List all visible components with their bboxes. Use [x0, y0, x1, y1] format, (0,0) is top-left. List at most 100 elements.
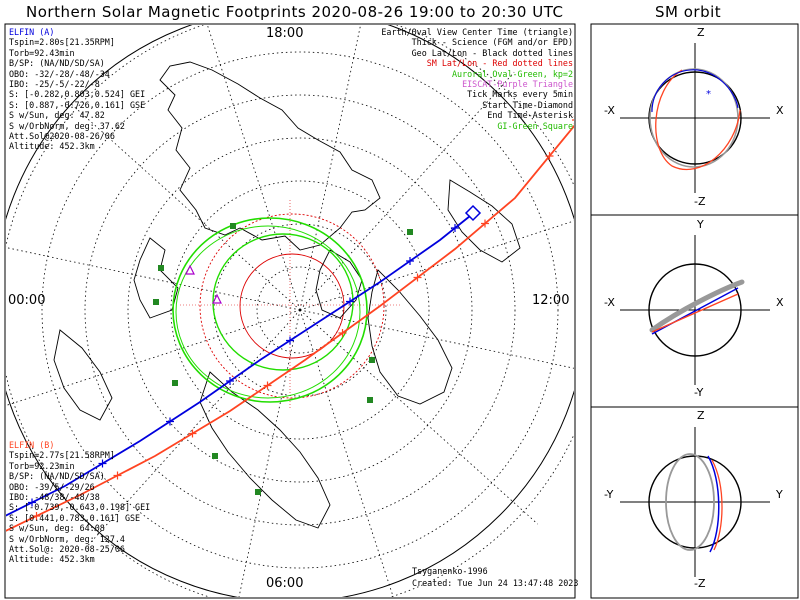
info-line: S w/Sun, deg: 47.82: [9, 110, 105, 121]
info-line: B/SP: (NA/ND/SD/SA): [9, 471, 105, 482]
orbit-ref-path: [665, 453, 715, 551]
coastline: [159, 61, 381, 251]
info-line: Altitude: 452.3km: [9, 141, 95, 152]
info-line: Att.Sol@: 2020-08-25/06: [9, 544, 125, 555]
legend-item: Auroral Oval-Green, kp=2: [451, 68, 573, 79]
orbit-panel-2: [620, 235, 770, 385]
elfin-a-info: ELFIN (A) Tspin=2.80s[21.35RPM] Torb=92.…: [9, 27, 145, 152]
track-tick-mark: [28, 498, 36, 507]
gi-station-square: [255, 489, 261, 495]
orbit-title: SM orbit: [655, 3, 722, 21]
legend-item: SM Lat/Lon - Red dotted lines: [426, 58, 573, 69]
track-tick-mark: [406, 257, 414, 265]
gi-station-square: [212, 453, 218, 459]
geo-latitude-ring: [213, 223, 387, 397]
info-line: Tspin=2.80s[21.35RPM]: [9, 37, 115, 48]
orbit1-top-label: Z: [697, 26, 705, 39]
orbit3-right-label: Y: [776, 488, 783, 501]
coastline: [199, 371, 331, 529]
orbit2-top-label: Y: [697, 218, 704, 231]
info-line: B/SP: (NA/ND/SD/SA): [9, 58, 105, 69]
mlt-label-right: 12:00: [532, 293, 570, 308]
gi-station-square: [172, 380, 178, 386]
track-tick-mark: [413, 273, 422, 282]
track-tick-mark: [166, 417, 174, 426]
orbit-ref-path: [649, 68, 739, 168]
coastline: [53, 329, 113, 421]
orbit1-right-label: X: [776, 104, 784, 117]
info-line: S: [0.887,-0.726,0.161] GSE: [9, 99, 146, 110]
coastline: [447, 179, 521, 263]
sm-orbit-panels: *: [620, 43, 770, 577]
elfin-b-track: [6, 124, 574, 532]
track-tick-mark: [545, 152, 554, 160]
legend-item: Start Time-Diamond: [482, 99, 573, 110]
coastline: [367, 269, 453, 405]
created-stamp: Created: Tue Jun 24 13:47:48 2023: [412, 578, 579, 588]
orbit3-top-label: Z: [697, 409, 705, 422]
coastline: [315, 249, 363, 319]
gi-station-square: [230, 223, 236, 229]
info-line: S w/OrbNorm, deg: 127.4: [9, 533, 125, 544]
gi-station-square: [407, 229, 413, 235]
geo-longitude-line: [238, 309, 301, 597]
geo-longitude-line: [6, 309, 301, 406]
model-credit: Tsyganenko-1996: [412, 566, 488, 576]
orbit-panel-3: [620, 427, 770, 577]
elfin-b-name: ELFIN (B): [9, 440, 55, 450]
map-frame: [4, 23, 576, 599]
info-line: Torb=92.23min: [9, 460, 75, 471]
orbit1-left-label: -X: [604, 104, 615, 117]
legend-item: GI-Green Square: [497, 120, 573, 131]
info-line: OBO: -39/5/-29/26: [9, 481, 95, 492]
geo-longitude-line: [206, 25, 301, 311]
legend-item: Thick - Science (FGM and/or EPD): [411, 37, 573, 48]
orbit2-right-label: X: [776, 296, 784, 309]
start-diamond: [464, 204, 482, 222]
track-tick-mark: [451, 224, 459, 232]
geo-longitude-line: [299, 25, 361, 311]
info-line: Tspin=2.77s[21.58RPM]: [9, 450, 115, 461]
geo-longitude-line: [6, 247, 301, 311]
elfin-b-orbit: [655, 69, 741, 171]
info-line: IBO: -25/-5/-22/-8: [9, 79, 100, 90]
eiscat-triangle: [185, 264, 195, 275]
info-line: S: [0.441,0.783,0.161] GSE: [9, 512, 141, 523]
gi-station-square: [369, 357, 375, 363]
orbit-ref-path: [649, 279, 745, 333]
orbit3-left-label: -Y: [604, 488, 614, 501]
coastline: [133, 237, 179, 319]
info-line: Torb=92.43min: [9, 47, 75, 58]
info-line: Altitude: 452.3km: [9, 554, 95, 565]
mlt-label-bottom: 06:00: [266, 576, 304, 591]
polar-map: [6, 25, 574, 597]
figure-title: Northern Solar Magnetic Footprints 2020-…: [26, 3, 564, 21]
orbit3-bottom-label: -Z: [694, 577, 706, 590]
orbit2-left-label: -X: [604, 296, 615, 309]
gi-station-square: [153, 299, 159, 305]
geo-longitude-line: [299, 309, 394, 597]
info-line: IBO: -48/38/-48/38: [9, 492, 100, 503]
earth-circle: [648, 71, 742, 165]
track-tick-mark: [226, 377, 234, 385]
earth-circle: [648, 263, 742, 357]
orbit-marker-a: *: [706, 89, 711, 100]
track-tick-mark: [32, 512, 41, 520]
auroral-oval-outer: [172, 217, 368, 403]
end-asterisk: [572, 116, 574, 124]
legend-item: Earth/Oval View Center Time (triangle): [381, 27, 573, 37]
info-line: S w/Sun, deg: 64.08: [9, 523, 105, 534]
geo-longitude-line: [299, 309, 574, 369]
legend-item: Geo Lat/Lon - Black dotted lines: [411, 47, 573, 58]
mlt-label-left: 00:00: [8, 293, 46, 308]
gi-station-square: [367, 397, 373, 403]
track-tick-mark: [98, 459, 107, 468]
orbit1-bottom-label: -Z: [694, 195, 706, 208]
elfin-a-track: [6, 215, 471, 517]
elfin-b-orbit: [651, 293, 739, 333]
geo-latitude-ring: [127, 137, 473, 483]
elfin-a-orbit: [651, 69, 739, 113]
track-tick-mark: [481, 219, 489, 228]
